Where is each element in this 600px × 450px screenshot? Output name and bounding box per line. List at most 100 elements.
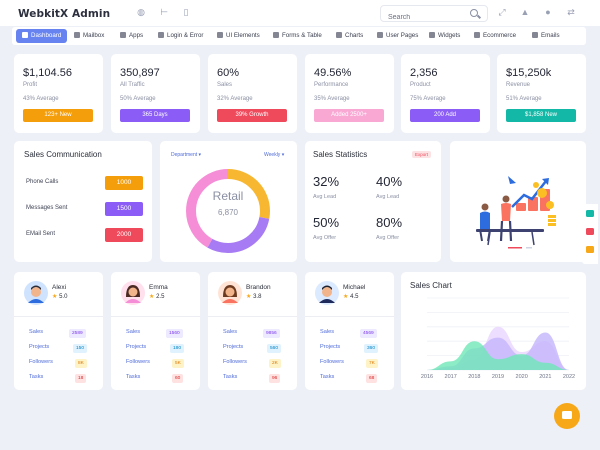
department-dropdown[interactable]: Department ▾ [171, 152, 202, 158]
stat-button[interactable]: Added 2500+ [314, 109, 384, 122]
search-icon[interactable] [470, 9, 478, 17]
tasks-badge: 18 [75, 374, 87, 383]
clipboard-icon[interactable]: ▯ [183, 7, 189, 17]
stat-button[interactable]: $1,858 New [506, 109, 576, 122]
female-avatar[interactable] [121, 281, 145, 305]
nav-apps[interactable]: Apps [120, 30, 143, 42]
avg-lead-label: Avg Lead [376, 194, 400, 200]
male-avatar[interactable] [315, 281, 339, 305]
nav-forms-table[interactable]: Forms & Table [273, 30, 322, 42]
male-avatar[interactable] [24, 281, 48, 305]
stat-label: Performance [314, 82, 349, 88]
nav-emails[interactable]: Emails [532, 30, 560, 42]
stat-button[interactable]: 200 Add [410, 109, 480, 122]
period-dropdown[interactable]: Weekly ▾ [264, 152, 285, 158]
followers-badge: 8K [75, 359, 87, 368]
followers-link[interactable]: Followers [223, 359, 247, 365]
sales-chart-card: Sales Chart 2016 2017 2018 2019 2020 2021 2022 [401, 272, 586, 390]
stat-button[interactable]: 365 Days [120, 109, 190, 122]
stat-button[interactable]: 39% Growth [217, 109, 287, 122]
projects-link[interactable]: Projects [223, 344, 244, 350]
projects-link[interactable]: Projects [126, 344, 147, 350]
followers-link[interactable]: Followers [126, 359, 150, 365]
star-icon: ★ [52, 294, 58, 300]
avg-offer-value: 80% [376, 215, 403, 230]
tasks-link[interactable]: Tasks [29, 374, 44, 380]
fullscreen-icon[interactable]: ⤢ [498, 7, 506, 17]
stat-average: 51% Average [506, 96, 542, 102]
chat-fab-button[interactable] [554, 403, 580, 429]
stat-card-product: 2,356 Product 75% Average 200 Add [401, 54, 490, 133]
x-tick-label: 2017 [445, 374, 457, 380]
nav-login-error[interactable]: Login & Error [158, 30, 203, 42]
tasks-link[interactable]: Tasks [126, 374, 141, 380]
phone-calls-value[interactable]: 1000 [105, 176, 143, 190]
stat-value: 49.56% [314, 67, 352, 79]
donut-center-title: Retail [212, 189, 244, 203]
followers-badge: 7K [366, 359, 378, 368]
followers-link[interactable]: Followers [29, 359, 53, 365]
nav-ui-elements[interactable]: UI Elements [217, 30, 260, 42]
stat-average: 75% Average [410, 96, 446, 102]
monitor-icon [22, 31, 28, 38]
tasks-link[interactable]: Tasks [320, 374, 335, 380]
brand-logo[interactable]: WebkitX Admin [18, 8, 111, 20]
sales-link[interactable]: Sales [320, 329, 334, 335]
image-icon[interactable] [586, 246, 594, 253]
x-tick-label: 2021 [539, 374, 551, 380]
sales-link[interactable]: Sales [29, 329, 43, 335]
search-input[interactable] [381, 10, 461, 25]
nav-dashboard[interactable]: Dashboard [16, 29, 68, 43]
avg-offer-label: Avg Offer [376, 235, 400, 241]
projects-link[interactable]: Projects [29, 344, 50, 350]
search-box[interactable] [380, 5, 488, 25]
sales-badge: 1560 [166, 329, 183, 338]
avg-lead-value: 32% [313, 174, 340, 189]
notification-bell-icon[interactable]: ▲ [520, 7, 530, 17]
illustration-card [450, 141, 586, 262]
tasks-badge: 68 [366, 374, 378, 383]
profile-rating: ★ 2.5 [149, 294, 165, 300]
globe-icon[interactable]: ◍ [137, 7, 145, 17]
card-title: Sales Chart [410, 281, 452, 290]
x-tick-label: 2022 [563, 374, 575, 380]
export-button[interactable]: Export [412, 151, 432, 158]
stat-card-revenue: $15,250k Revenue 51% Average $1,858 New [497, 54, 586, 133]
donut-segment-pink [186, 169, 270, 253]
followers-link[interactable]: Followers [320, 359, 344, 365]
sales-communication-card: Sales Communication Phone Calls 1000 Mes… [14, 141, 152, 262]
stat-value: 2,356 [410, 67, 438, 79]
sales-area-chart: 2016 2017 2018 2019 2020 2021 2022 [421, 297, 575, 380]
email-sent-value[interactable]: 2000 [105, 228, 143, 242]
projects-link[interactable]: Projects [320, 344, 341, 350]
user-pages-icon [377, 31, 383, 38]
widgets-icon [429, 31, 435, 38]
settings-icon[interactable] [586, 210, 594, 217]
tasks-link[interactable]: Tasks [223, 374, 238, 380]
nav-widgets[interactable]: Widgets [429, 30, 460, 42]
nav-user-pages[interactable]: User Pages [377, 30, 418, 42]
arrows-icon[interactable]: ⇄ [567, 7, 575, 17]
stat-value: 60% [217, 67, 240, 79]
user-icon[interactable]: ● [545, 7, 551, 17]
sales-link[interactable]: Sales [126, 329, 140, 335]
area-series-0 [427, 341, 569, 370]
nav-mailbox[interactable]: Mailbox [74, 30, 104, 42]
female-avatar[interactable] [218, 281, 242, 305]
palette-icon[interactable] [586, 228, 594, 235]
nav-charts[interactable]: Charts [336, 30, 363, 42]
profile-card-michael: Michael ★ 4.5 Sales 4569 Projects 360 Fo… [305, 272, 394, 390]
nav-ecommerce[interactable]: Ecommerce [474, 30, 516, 42]
star-icon: ★ [343, 294, 349, 300]
stat-button[interactable]: 123+ New [23, 109, 93, 122]
layout-icon[interactable]: ⊢ [160, 7, 168, 17]
profile-name: Brandon [246, 284, 271, 291]
stat-label: Sales [217, 82, 233, 88]
divider [14, 316, 103, 317]
projects-badge: 560 [267, 344, 282, 353]
sales-link[interactable]: Sales [223, 329, 237, 335]
projects-badge: 360 [364, 344, 379, 353]
x-tick-label: 2019 [492, 374, 504, 380]
stat-average: 43% Average [23, 96, 59, 102]
messages-sent-value[interactable]: 1500 [105, 202, 143, 216]
